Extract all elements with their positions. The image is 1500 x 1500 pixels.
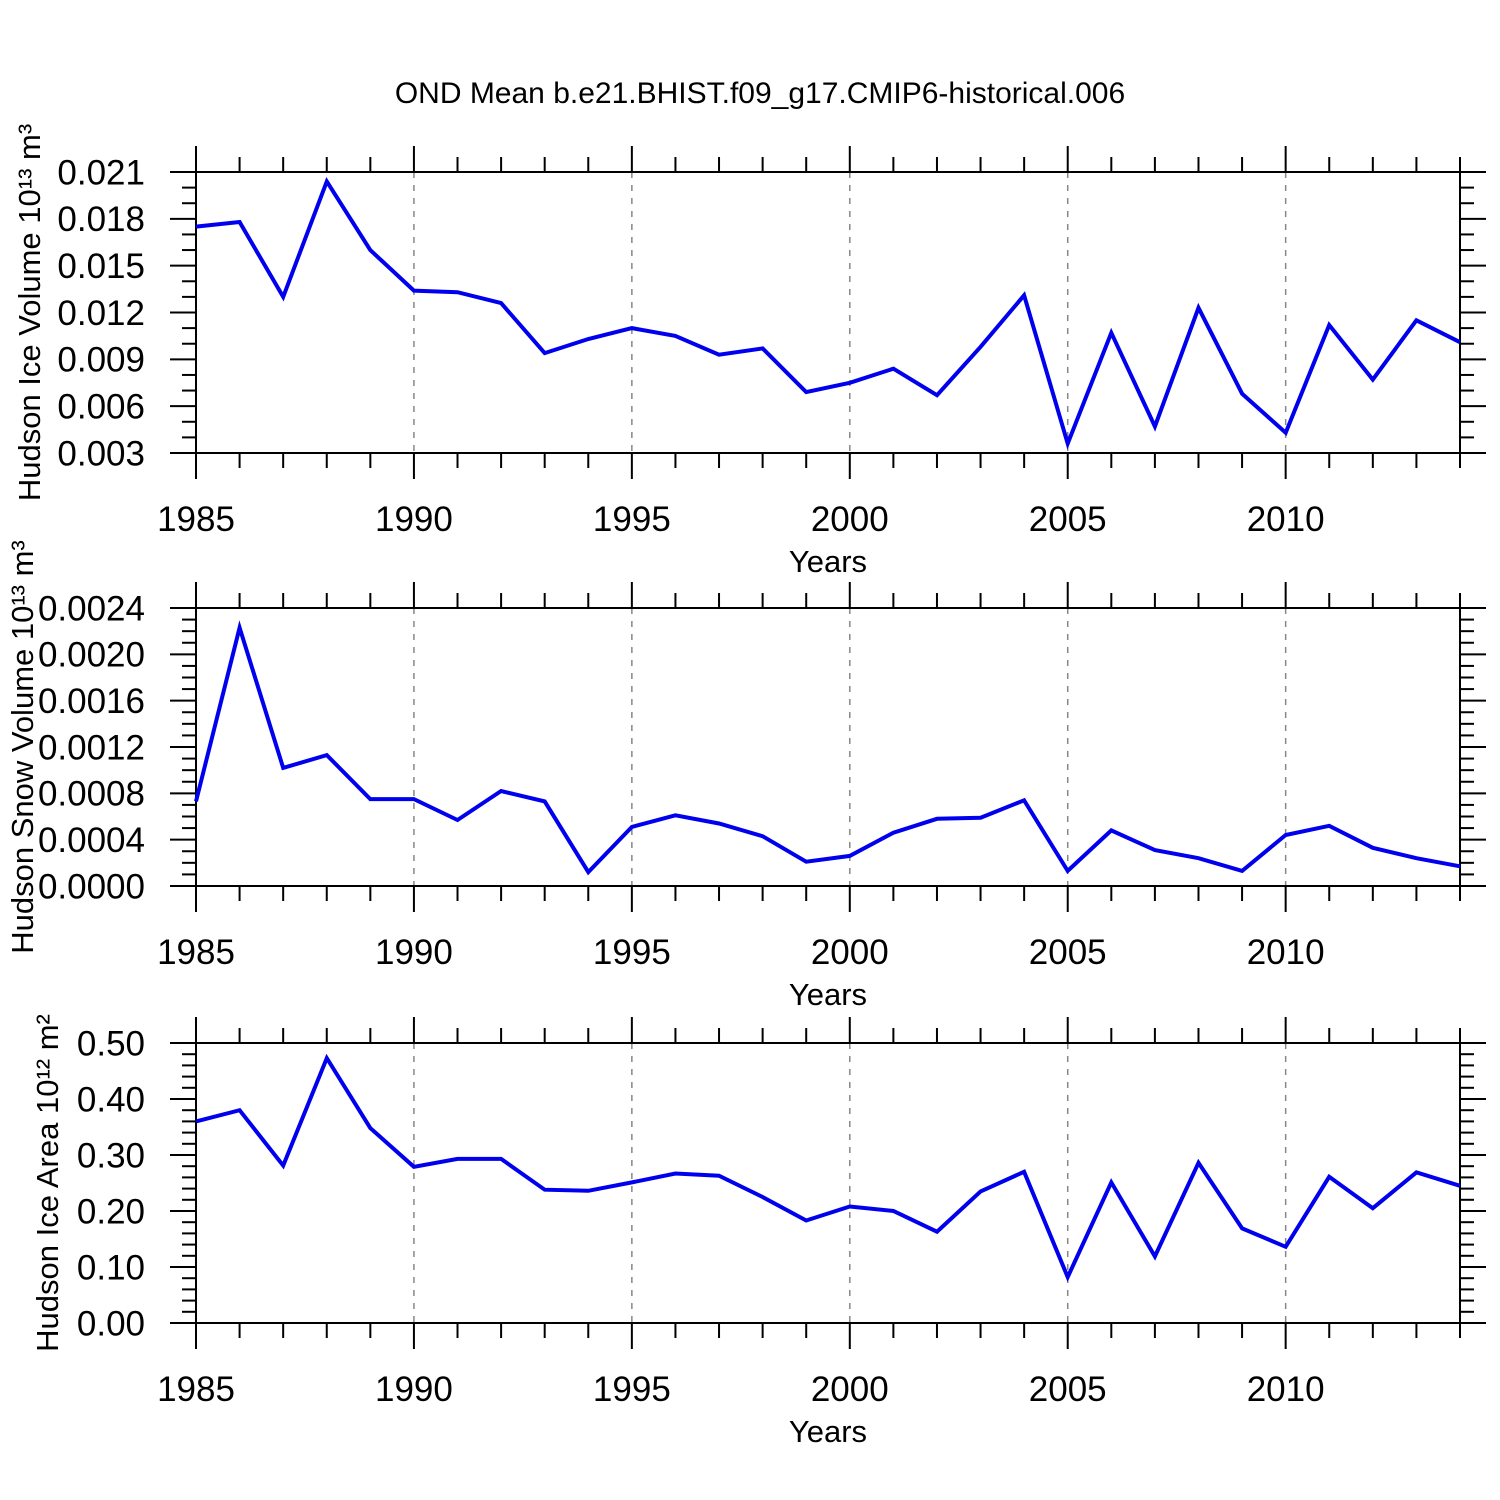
x-tick-label: 2005 (1029, 1370, 1107, 1409)
y-tick-label: 0.0020 (38, 636, 145, 675)
panel-2: 0.00 0.10 0.20 0.30 0.40 0.50 1985 1990 1995 2000… (30, 1014, 1486, 1449)
chart-title: OND Mean b.e21.BHIST.f09_g17.CMIP6-histo… (395, 77, 1125, 110)
x-tick-label: 1990 (375, 933, 453, 972)
panel-1: 0.0000 0.0004 0.0008 0.0012 0.0016 0.0020 0.00… (5, 540, 1486, 1012)
data-line (194, 620, 1461, 876)
data-line (195, 176, 1461, 450)
x-tick-label: 2005 (1029, 933, 1107, 972)
x-tick-label: 2000 (811, 933, 889, 972)
y-tick-label: 0.0012 (38, 728, 145, 767)
x-tick-label: 2010 (1247, 500, 1325, 539)
y-tick-label: 0.20 (77, 1192, 145, 1231)
plot-frame (195, 607, 1461, 887)
x-tick-label: 2000 (811, 1370, 889, 1409)
x-tick-label: 1995 (593, 1370, 671, 1409)
y-tick-label: 0.012 (57, 294, 145, 333)
y-tick-label: 0.009 (57, 341, 145, 380)
y-tick-label: 0.003 (57, 434, 145, 473)
y-tick-label: 0.0016 (38, 682, 145, 721)
y-axis-title: Hudson Ice Volume 10¹³ m³ (12, 124, 47, 501)
x-tick-label: 1990 (375, 500, 453, 539)
x-tick-label: 1990 (375, 1370, 453, 1409)
y-tick-label: 0.021 (57, 153, 145, 192)
x-tick-label: 1995 (593, 500, 671, 539)
x-tick-label: 1985 (157, 933, 235, 972)
y-tick-label: 0.0000 (38, 867, 145, 906)
y-tick-label: 0.006 (57, 387, 145, 426)
plot-frame (195, 1042, 1461, 1324)
y-tick-label: 0.0004 (38, 821, 145, 860)
y-axis-title: Hudson Snow Volume 10¹³ m³ (5, 540, 40, 954)
data-line (195, 1053, 1461, 1283)
x-tick-label: 2005 (1029, 500, 1107, 539)
y-tick-label: 0.0008 (38, 775, 145, 814)
x-axis-title: Years (789, 544, 867, 579)
y-tick-label: 0.00 (77, 1304, 145, 1343)
x-axis-title: Years (789, 1414, 867, 1449)
x-tick-label: 2010 (1247, 1370, 1325, 1409)
y-tick-label: 0.0024 (38, 589, 145, 628)
y-tick-label: 0.015 (57, 247, 145, 286)
x-tick-label: 1985 (157, 1370, 235, 1409)
panels-group: 0.003 0.006 0.009 0.012 0.015 0.018 0.021 1985 1… (5, 124, 1486, 1449)
x-tick-label: 2010 (1247, 933, 1325, 972)
x-axis-title: Years (789, 977, 867, 1012)
y-axis-title: Hudson Ice Area 10¹² m² (30, 1014, 65, 1352)
y-tick-label: 0.40 (77, 1080, 145, 1119)
plot-frame (195, 171, 1461, 454)
x-tick-label: 1985 (157, 500, 235, 539)
y-tick-label: 0.30 (77, 1136, 145, 1175)
y-tick-label: 0.018 (57, 200, 145, 239)
y-tick-label: 0.10 (77, 1248, 145, 1287)
x-tick-label: 1995 (593, 933, 671, 972)
x-tick-label: 2000 (811, 500, 889, 539)
panel-0: 0.003 0.006 0.009 0.012 0.015 0.018 0.021 1985 1… (12, 124, 1486, 579)
y-tick-label: 0.50 (77, 1024, 145, 1063)
